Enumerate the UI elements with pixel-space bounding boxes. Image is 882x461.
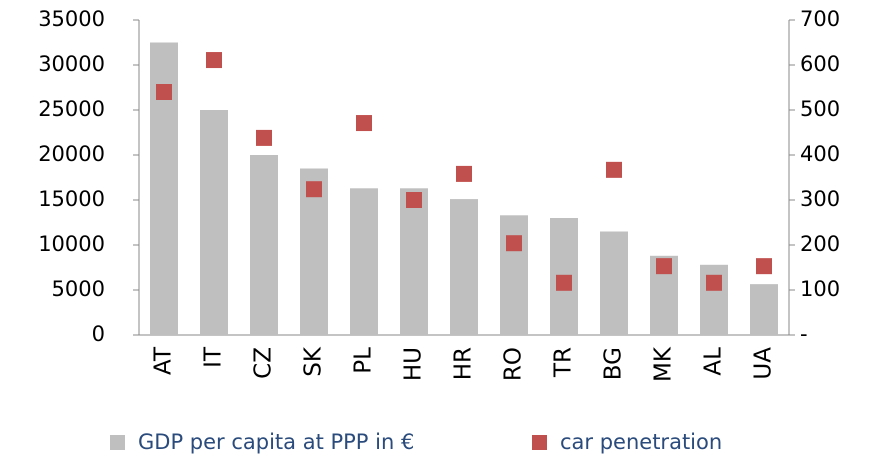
y-tick-label: 0 xyxy=(92,322,105,346)
marker xyxy=(506,235,522,252)
bar xyxy=(250,155,278,335)
y-tick-label: 15000 xyxy=(38,187,105,211)
y2-tick-label: 400 xyxy=(800,142,840,166)
marker xyxy=(606,161,622,178)
y2-tick-label: - xyxy=(800,322,808,346)
y2-tick-label: 300 xyxy=(800,187,840,211)
marker xyxy=(406,192,422,208)
y-tick-label: 30000 xyxy=(38,52,105,76)
y2-tick-label: 700 xyxy=(800,7,840,31)
bar xyxy=(350,188,378,335)
y2-tick-label: 600 xyxy=(800,52,840,76)
y2-tick-label: 100 xyxy=(800,277,840,301)
y2-tick-label: 500 xyxy=(800,97,840,121)
x-tick-label: TR xyxy=(551,347,577,378)
x-tick-label: AL xyxy=(701,347,727,376)
x-tick-label: PL xyxy=(351,347,377,374)
y-tick-label: 10000 xyxy=(38,232,105,256)
marker xyxy=(706,274,722,291)
y2-tick-label: 200 xyxy=(800,232,840,256)
y-tick-label: 5000 xyxy=(52,277,105,301)
marker xyxy=(756,258,772,275)
y-tick-label: 20000 xyxy=(38,142,105,166)
marker xyxy=(156,84,172,100)
marker xyxy=(456,165,472,182)
bar xyxy=(400,188,428,335)
marker xyxy=(356,115,372,132)
marker xyxy=(656,258,672,275)
bar xyxy=(200,110,228,335)
x-tick-label: HU xyxy=(401,347,427,381)
bar xyxy=(500,215,528,335)
x-tick-label: AT xyxy=(151,346,177,375)
bar xyxy=(600,231,628,335)
bar xyxy=(750,284,778,335)
x-tick-label: IT xyxy=(201,346,227,368)
legend-label: car penetration xyxy=(560,430,722,454)
legend-label: GDP per capita at PPP in € xyxy=(138,430,414,454)
marker xyxy=(256,129,272,146)
x-tick-label: SK xyxy=(301,346,327,377)
y-tick-label: 25000 xyxy=(38,97,105,121)
marker xyxy=(306,181,322,198)
x-tick-label: BG xyxy=(601,347,627,380)
marker xyxy=(206,52,222,69)
legend-swatch xyxy=(532,435,547,450)
x-tick-label: RO xyxy=(501,347,527,381)
bar xyxy=(450,199,478,335)
x-tick-label: CZ xyxy=(251,347,277,379)
x-tick-label: MK xyxy=(651,346,677,382)
legend-swatch xyxy=(110,435,125,450)
y-tick-label: 35000 xyxy=(38,7,105,31)
x-tick-label: HR xyxy=(451,347,477,380)
x-tick-label: UA xyxy=(751,347,777,380)
marker xyxy=(556,274,572,291)
